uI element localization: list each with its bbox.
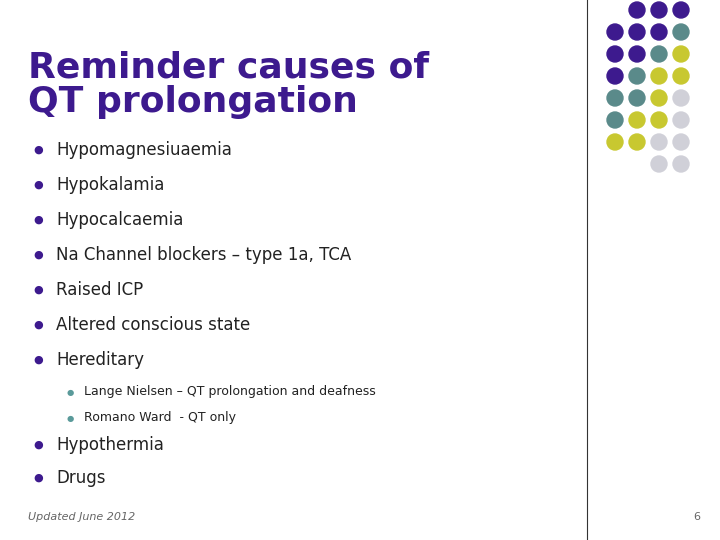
Circle shape	[673, 156, 689, 172]
Circle shape	[607, 90, 623, 106]
Circle shape	[629, 24, 645, 40]
Text: Raised ICP: Raised ICP	[56, 281, 143, 299]
Text: Reminder causes of: Reminder causes of	[28, 50, 429, 84]
Circle shape	[629, 90, 645, 106]
Circle shape	[651, 24, 667, 40]
Circle shape	[651, 156, 667, 172]
Circle shape	[629, 46, 645, 62]
Circle shape	[629, 134, 645, 150]
Circle shape	[607, 24, 623, 40]
Text: Updated June 2012: Updated June 2012	[28, 512, 135, 522]
Text: Drugs: Drugs	[56, 469, 106, 487]
Circle shape	[651, 46, 667, 62]
Text: ●: ●	[33, 145, 43, 155]
Circle shape	[629, 2, 645, 18]
Text: ●: ●	[33, 250, 43, 260]
Text: ●: ●	[33, 320, 43, 330]
Text: Lange Nielsen – QT prolongation and deafness: Lange Nielsen – QT prolongation and deaf…	[84, 386, 376, 399]
Circle shape	[673, 112, 689, 128]
Circle shape	[673, 2, 689, 18]
Text: Hypomagnesiuaemia: Hypomagnesiuaemia	[56, 141, 232, 159]
Circle shape	[651, 90, 667, 106]
Text: QT prolongation: QT prolongation	[28, 85, 358, 119]
Text: ●: ●	[33, 285, 43, 295]
Text: Romano Ward  - QT only: Romano Ward - QT only	[84, 411, 236, 424]
Text: Na Channel blockers – type 1a, TCA: Na Channel blockers – type 1a, TCA	[56, 246, 351, 264]
Text: ●: ●	[33, 215, 43, 225]
Text: Hereditary: Hereditary	[56, 351, 144, 369]
Circle shape	[673, 134, 689, 150]
Text: ●: ●	[66, 388, 73, 396]
Circle shape	[673, 90, 689, 106]
Circle shape	[629, 112, 645, 128]
Circle shape	[651, 68, 667, 84]
Text: ●: ●	[33, 355, 43, 365]
Text: ●: ●	[66, 414, 73, 422]
Circle shape	[651, 2, 667, 18]
Text: Hypokalamia: Hypokalamia	[56, 176, 164, 194]
Text: Altered conscious state: Altered conscious state	[56, 316, 251, 334]
Circle shape	[651, 134, 667, 150]
Text: ●: ●	[33, 440, 43, 450]
Text: ●: ●	[33, 473, 43, 483]
Circle shape	[651, 112, 667, 128]
Circle shape	[673, 68, 689, 84]
Circle shape	[673, 24, 689, 40]
Text: Hypocalcaemia: Hypocalcaemia	[56, 211, 184, 229]
Circle shape	[607, 134, 623, 150]
Text: Hypothermia: Hypothermia	[56, 436, 164, 454]
Circle shape	[629, 68, 645, 84]
Text: 6: 6	[693, 512, 700, 522]
Circle shape	[607, 68, 623, 84]
Circle shape	[673, 46, 689, 62]
Circle shape	[607, 46, 623, 62]
Text: ●: ●	[33, 180, 43, 190]
Circle shape	[607, 112, 623, 128]
